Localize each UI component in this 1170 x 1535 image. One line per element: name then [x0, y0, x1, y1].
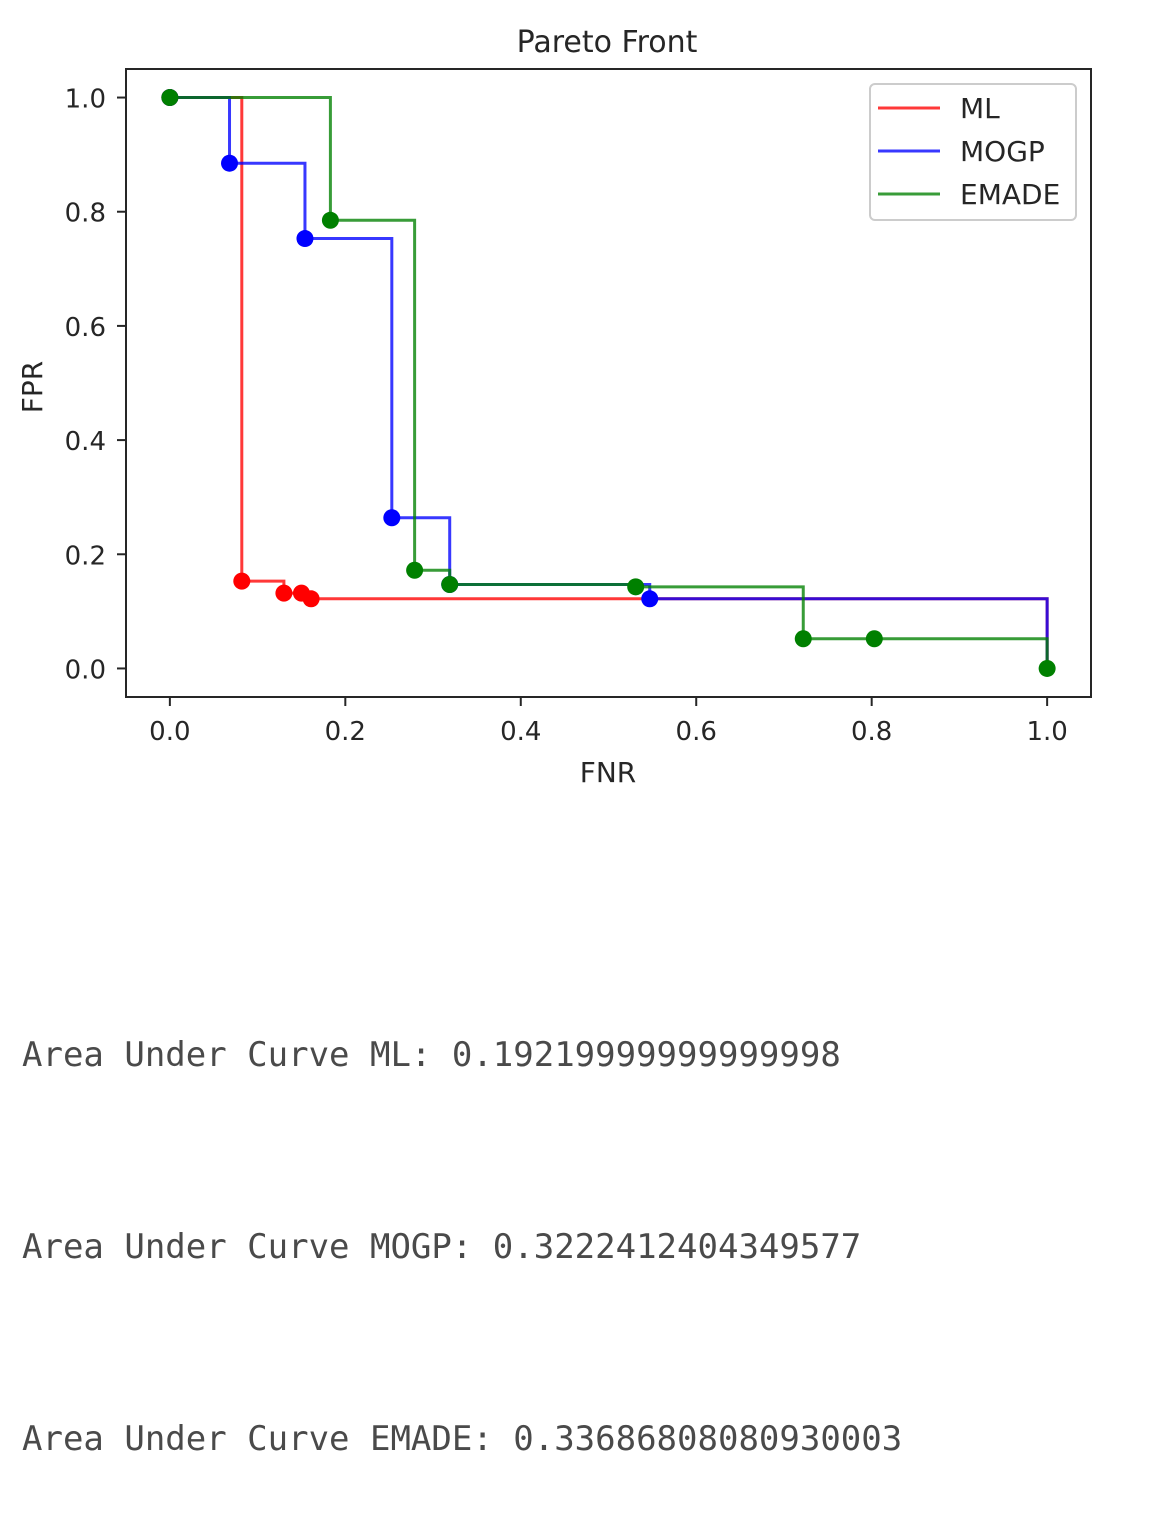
series-layer	[161, 89, 1056, 677]
legend-label-emade: EMADE	[960, 178, 1060, 211]
data-point-emade	[161, 89, 179, 107]
data-point-emade	[406, 561, 424, 579]
data-point-ml	[302, 590, 320, 608]
y-tick-label: 0.2	[65, 541, 106, 571]
data-point-emade	[441, 576, 459, 594]
legend-label-ml: ML	[960, 92, 1000, 125]
y-tick-label: 1.0	[65, 85, 106, 115]
data-point-ml	[275, 584, 293, 602]
data-point-emade	[321, 211, 339, 229]
data-point-emade	[627, 578, 645, 596]
legend-label-mogp: MOGP	[960, 135, 1045, 168]
x-axis-label: FNR	[580, 756, 637, 789]
x-tick-label: 0.8	[851, 717, 892, 747]
x-tick-label: 0.6	[676, 717, 717, 747]
y-tick-label: 0.4	[65, 427, 106, 457]
pareto-front-chart: Pareto Front 0.0 0.2 0.4 0.6 0.8 1.0 0.0 0.2 0.4…	[16, 25, 1092, 789]
auc-mogp-line: Area Under Curve MOGP: 0.322241240434957…	[22, 1227, 862, 1267]
plot-area-frame	[125, 68, 1092, 698]
y-tick-label: 0.6	[65, 313, 106, 343]
data-point-mogp	[296, 230, 314, 248]
legend-box	[869, 83, 1077, 221]
legend: ML MOGP EMADE	[869, 83, 1077, 221]
y-tick-label: 0.8	[65, 199, 106, 229]
auc-ml-line: Area Under Curve ML: 0.19219999999999998	[22, 1035, 841, 1075]
x-tick-label: 1.0	[1026, 717, 1067, 747]
data-point-emade	[865, 630, 883, 648]
y-tick-label: 0.0	[65, 655, 106, 685]
data-point-mogp	[641, 590, 659, 608]
data-point-mogp	[221, 154, 239, 172]
x-tick-label: 0.4	[500, 717, 541, 747]
axis-ticks: 0.0 0.2 0.4 0.6 0.8 1.0 0.0 0.2 0.4 0.6 0.8 1.0	[65, 85, 1068, 747]
data-point-mogp	[383, 509, 401, 527]
y-axis-label: FPR	[16, 361, 49, 413]
auc-output: Area Under Curve ML: 0.19219999999999998…	[22, 895, 902, 1535]
x-tick-label: 0.0	[149, 717, 190, 747]
data-point-emade	[1038, 659, 1056, 677]
chart-title: Pareto Front	[517, 25, 698, 60]
data-point-emade	[794, 630, 812, 648]
data-point-ml	[233, 572, 251, 590]
x-tick-label: 0.2	[325, 717, 366, 747]
series-line-emade	[169, 96, 1049, 669]
auc-emade-line: Area Under Curve EMADE: 0.33686808080930…	[22, 1419, 903, 1459]
